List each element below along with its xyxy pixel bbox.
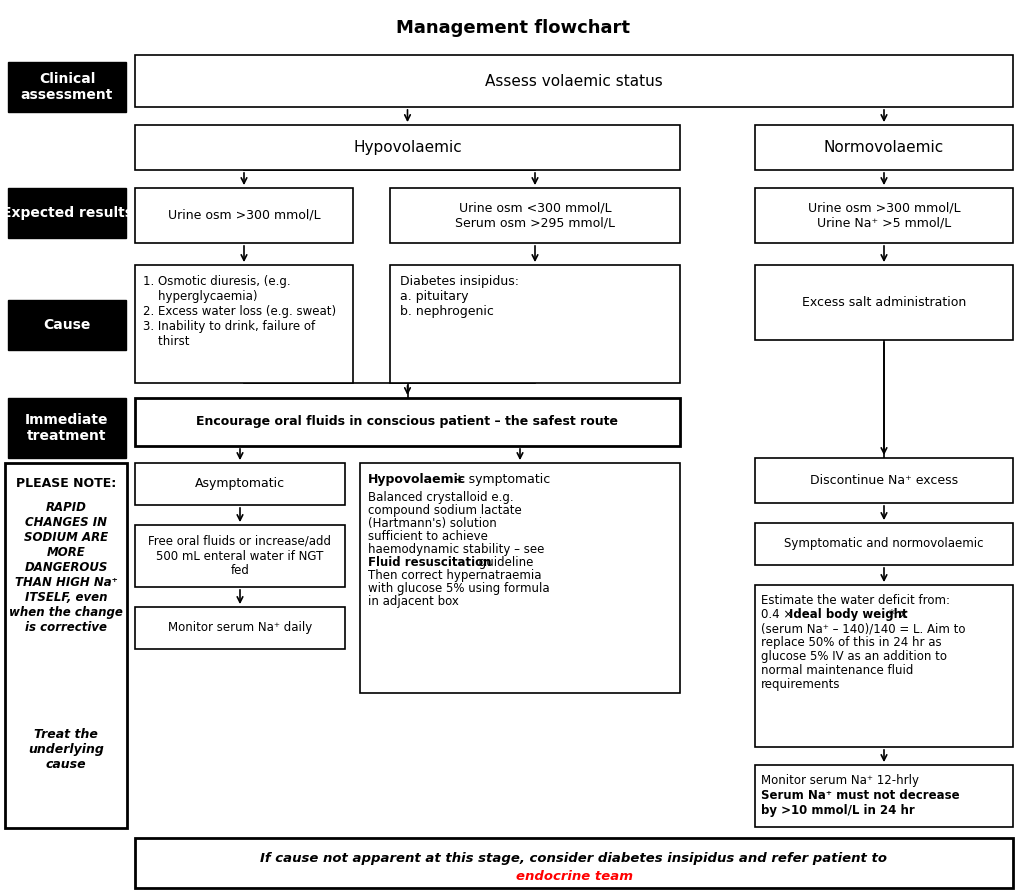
Text: requirements: requirements bbox=[761, 678, 840, 691]
Text: compound sodium lactate: compound sodium lactate bbox=[368, 504, 522, 517]
FancyBboxPatch shape bbox=[8, 188, 126, 238]
Text: Assess volaemic status: Assess volaemic status bbox=[485, 73, 663, 88]
FancyBboxPatch shape bbox=[390, 265, 680, 383]
Text: Urine osm <300 mmol/L
Serum osm >295 mmol/L: Urine osm <300 mmol/L Serum osm >295 mmo… bbox=[455, 202, 615, 230]
Text: Urine osm >300 mmol/L
Urine Na⁺ >5 mmol/L: Urine osm >300 mmol/L Urine Na⁺ >5 mmol/… bbox=[807, 202, 960, 230]
Text: Balanced crystalloid e.g.: Balanced crystalloid e.g. bbox=[368, 491, 514, 504]
FancyBboxPatch shape bbox=[135, 265, 353, 383]
FancyBboxPatch shape bbox=[135, 525, 345, 587]
FancyBboxPatch shape bbox=[755, 585, 1013, 747]
FancyBboxPatch shape bbox=[755, 125, 1013, 170]
Text: Urine osm >300 mmol/L: Urine osm >300 mmol/L bbox=[167, 209, 320, 222]
FancyBboxPatch shape bbox=[755, 523, 1013, 565]
Text: Estimate the water deficit from:: Estimate the water deficit from: bbox=[761, 594, 950, 607]
FancyBboxPatch shape bbox=[135, 398, 680, 446]
Text: Cause: Cause bbox=[43, 318, 90, 332]
Text: 0.4 ×: 0.4 × bbox=[761, 608, 797, 621]
Text: PLEASE NOTE:: PLEASE NOTE: bbox=[15, 477, 116, 490]
Text: Excess salt administration: Excess salt administration bbox=[802, 296, 966, 309]
Text: sufficient to achieve: sufficient to achieve bbox=[368, 530, 488, 543]
Text: glucose 5% IV as an addition to: glucose 5% IV as an addition to bbox=[761, 650, 947, 663]
FancyBboxPatch shape bbox=[8, 300, 126, 350]
Text: Symptomatic and normovolaemic: Symptomatic and normovolaemic bbox=[784, 538, 984, 550]
Text: Treat the
underlying
cause: Treat the underlying cause bbox=[28, 728, 104, 771]
Text: Monitor serum Na⁺ 12-hrly: Monitor serum Na⁺ 12-hrly bbox=[761, 774, 919, 787]
FancyBboxPatch shape bbox=[360, 463, 680, 693]
Text: Expected results: Expected results bbox=[1, 206, 132, 220]
FancyBboxPatch shape bbox=[135, 607, 345, 649]
Text: with glucose 5% using formula: with glucose 5% using formula bbox=[368, 582, 550, 595]
Text: replace 50% of this in 24 hr as: replace 50% of this in 24 hr as bbox=[761, 636, 942, 649]
FancyBboxPatch shape bbox=[135, 188, 353, 243]
Text: in adjacent box: in adjacent box bbox=[368, 595, 459, 608]
Text: RAPID
CHANGES IN
SODIUM ARE
MORE
DANGEROUS
THAN HIGH Na⁺
ITSELF, even
when the c: RAPID CHANGES IN SODIUM ARE MORE DANGERO… bbox=[9, 501, 123, 634]
Text: Clinical
assessment: Clinical assessment bbox=[21, 72, 113, 102]
Text: normal maintenance fluid: normal maintenance fluid bbox=[761, 664, 913, 677]
Text: + symptomatic: + symptomatic bbox=[450, 473, 550, 486]
Text: guideline: guideline bbox=[475, 556, 534, 569]
FancyBboxPatch shape bbox=[755, 265, 1013, 340]
Text: Immediate
treatment: Immediate treatment bbox=[26, 413, 109, 443]
FancyBboxPatch shape bbox=[755, 765, 1013, 827]
Text: Ideal body weight: Ideal body weight bbox=[789, 608, 908, 621]
Text: Management flowchart: Management flowchart bbox=[396, 19, 630, 37]
Text: 1. Osmotic diuresis, (e.g.
    hyperglycaemia)
2. Excess water loss (e.g. sweat): 1. Osmotic diuresis, (e.g. hyperglycaemi… bbox=[143, 275, 337, 348]
FancyBboxPatch shape bbox=[135, 125, 680, 170]
Text: Hypovolaemic: Hypovolaemic bbox=[353, 140, 462, 155]
Text: endocrine team: endocrine team bbox=[515, 870, 632, 883]
FancyBboxPatch shape bbox=[755, 188, 1013, 243]
FancyBboxPatch shape bbox=[135, 463, 345, 505]
FancyBboxPatch shape bbox=[8, 62, 126, 112]
Text: (Hartmann's) solution: (Hartmann's) solution bbox=[368, 517, 497, 530]
Text: Discontinue Na⁺ excess: Discontinue Na⁺ excess bbox=[810, 474, 958, 487]
Text: Asymptomatic: Asymptomatic bbox=[195, 478, 285, 490]
Text: Hypovolaemic: Hypovolaemic bbox=[368, 473, 466, 486]
Text: If cause not apparent at this stage, consider diabetes insipidus and refer patie: If cause not apparent at this stage, con… bbox=[261, 852, 887, 865]
Text: Free oral fluids or increase/add
500 mL enteral water if NGT
fed: Free oral fluids or increase/add 500 mL … bbox=[149, 535, 331, 578]
Text: * ×: * × bbox=[889, 608, 908, 621]
Text: (serum Na⁺ – 140)/140 = L. Aim to: (serum Na⁺ – 140)/140 = L. Aim to bbox=[761, 622, 965, 635]
FancyBboxPatch shape bbox=[135, 838, 1013, 888]
FancyBboxPatch shape bbox=[755, 458, 1013, 503]
FancyBboxPatch shape bbox=[390, 188, 680, 243]
Text: haemodynamic stability – see: haemodynamic stability – see bbox=[368, 543, 545, 556]
Text: Normovolaemic: Normovolaemic bbox=[824, 140, 944, 155]
Text: by >10 mmol/L in 24 hr: by >10 mmol/L in 24 hr bbox=[761, 804, 915, 817]
Text: Then correct hypernatraemia: Then correct hypernatraemia bbox=[368, 569, 542, 582]
Text: Diabetes insipidus:
a. pituitary
b. nephrogenic: Diabetes insipidus: a. pituitary b. neph… bbox=[400, 275, 519, 318]
Text: Serum Na⁺ must not decrease: Serum Na⁺ must not decrease bbox=[761, 789, 959, 802]
Text: Monitor serum Na⁺ daily: Monitor serum Na⁺ daily bbox=[168, 622, 312, 635]
FancyBboxPatch shape bbox=[135, 55, 1013, 107]
Text: Fluid resuscitation: Fluid resuscitation bbox=[368, 556, 491, 569]
FancyBboxPatch shape bbox=[8, 398, 126, 458]
FancyBboxPatch shape bbox=[5, 463, 127, 828]
Text: Encourage oral fluids in conscious patient – the safest route: Encourage oral fluids in conscious patie… bbox=[197, 415, 619, 429]
